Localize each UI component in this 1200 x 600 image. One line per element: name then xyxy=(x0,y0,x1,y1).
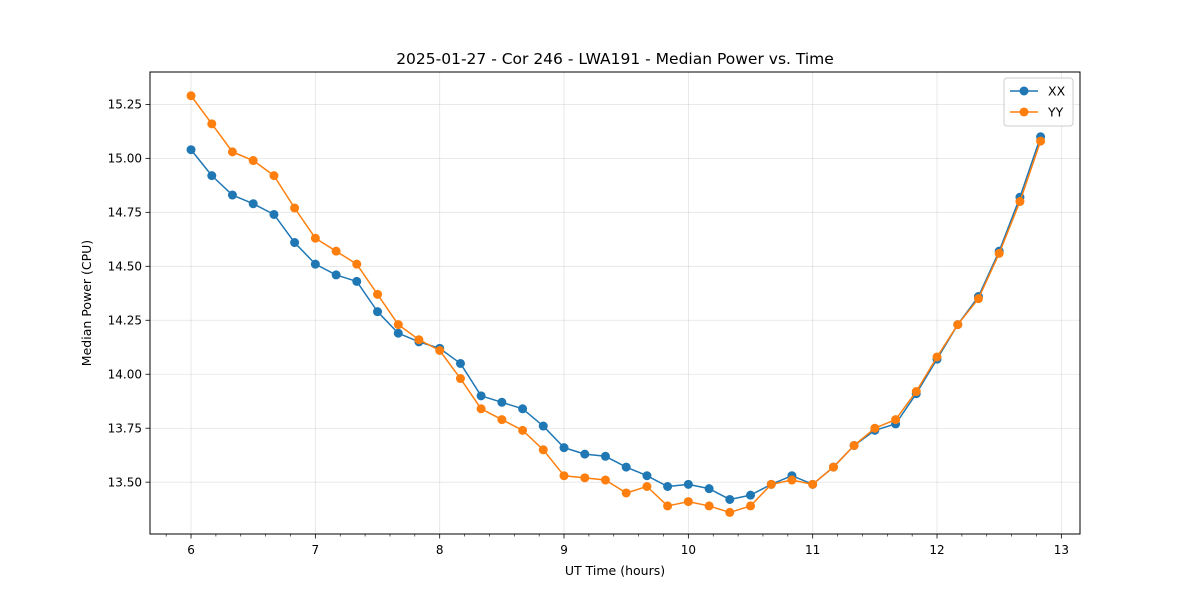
data-point-xx xyxy=(331,270,341,280)
data-point-xx xyxy=(310,259,320,269)
data-point-yy xyxy=(290,203,300,213)
data-point-yy xyxy=(455,374,465,384)
grid xyxy=(150,72,1080,534)
data-point-yy xyxy=(683,497,693,507)
x-tick-label: 10 xyxy=(681,543,696,557)
data-point-yy xyxy=(580,473,590,483)
data-point-yy xyxy=(828,462,838,472)
data-point-xx xyxy=(186,145,196,155)
data-point-yy xyxy=(994,248,1004,258)
x-tick-label: 13 xyxy=(1054,543,1069,557)
data-point-xx xyxy=(725,494,735,504)
data-point-xx xyxy=(393,328,403,338)
x-tick-label: 12 xyxy=(929,543,944,557)
data-point-yy xyxy=(227,147,237,157)
data-point-yy xyxy=(352,259,362,269)
data-point-yy xyxy=(973,294,983,304)
legend-xx-marker xyxy=(1019,86,1029,96)
y-tick-label: 15.00 xyxy=(108,152,142,166)
y-tick-label: 13.50 xyxy=(108,475,142,489)
data-point-yy xyxy=(476,404,486,414)
data-point-yy xyxy=(497,415,507,425)
data-point-yy xyxy=(559,471,569,481)
legend-xx-label: XX xyxy=(1048,84,1066,99)
y-axis-label: Median Power (CPU) xyxy=(79,240,94,366)
data-point-yy xyxy=(953,320,963,330)
data-point-xx xyxy=(621,462,631,472)
data-point-yy xyxy=(808,479,818,489)
data-point-yy xyxy=(435,345,445,355)
data-point-yy xyxy=(331,246,341,256)
data-point-yy xyxy=(766,479,776,489)
data-point-xx xyxy=(663,482,673,492)
data-point-yy xyxy=(1015,197,1025,207)
legend-yy-marker xyxy=(1019,107,1029,117)
data-point-yy xyxy=(891,415,901,425)
data-point-yy xyxy=(373,289,383,299)
plot-frame xyxy=(149,71,1081,535)
data-point-xx xyxy=(746,490,756,500)
data-point-yy xyxy=(911,387,921,397)
chart-title: 2025-01-27 - Cor 246 - LWA191 - Median P… xyxy=(396,50,834,68)
data-point-xx xyxy=(290,238,300,248)
data-point-xx xyxy=(207,171,217,181)
x-axis-label: UT Time (hours) xyxy=(565,563,665,578)
series-layer xyxy=(186,91,1046,517)
data-point-xx xyxy=(683,479,693,489)
data-point-xx xyxy=(373,307,383,317)
data-point-yy xyxy=(704,501,714,511)
data-point-yy xyxy=(186,91,196,101)
data-point-yy xyxy=(518,425,528,435)
data-point-yy xyxy=(746,501,756,511)
y-tick-label: 14.00 xyxy=(108,368,142,382)
data-point-xx xyxy=(518,404,528,414)
data-point-xx xyxy=(559,443,569,453)
data-point-yy xyxy=(663,501,673,511)
y-tick-label: 15.25 xyxy=(108,98,142,112)
data-point-yy xyxy=(1036,136,1046,146)
data-point-yy xyxy=(269,171,279,181)
x-axis: 6 7 8 9 10 11 12 13 xyxy=(165,534,1069,557)
data-point-yy xyxy=(787,475,797,485)
data-point-yy xyxy=(621,488,631,498)
y-tick-label: 14.75 xyxy=(108,206,142,220)
data-point-yy xyxy=(538,445,548,455)
y-tick-label: 14.50 xyxy=(108,260,142,274)
x-tick-label: 7 xyxy=(312,543,320,557)
data-point-xx xyxy=(248,199,258,209)
data-point-yy xyxy=(932,352,942,362)
data-point-xx xyxy=(580,449,590,459)
data-point-yy xyxy=(600,475,610,485)
data-point-xx xyxy=(455,358,465,368)
y-tick-label: 13.75 xyxy=(108,422,142,436)
data-point-xx xyxy=(642,471,652,481)
data-point-xx xyxy=(352,276,362,286)
data-point-yy xyxy=(393,320,403,330)
data-point-xx xyxy=(269,209,279,219)
data-point-xx xyxy=(538,421,548,431)
data-point-yy xyxy=(642,482,652,492)
data-point-yy xyxy=(310,233,320,243)
data-point-yy xyxy=(414,335,424,345)
data-point-yy xyxy=(207,119,217,129)
data-point-yy xyxy=(725,507,735,517)
x-tick-label: 6 xyxy=(187,543,195,557)
data-point-yy xyxy=(870,423,880,433)
data-point-yy xyxy=(248,156,258,166)
data-point-xx xyxy=(497,397,507,407)
data-point-xx xyxy=(600,451,610,461)
legend-yy-label: YY xyxy=(1047,105,1064,120)
data-point-xx xyxy=(227,190,237,200)
y-tick-label: 14.25 xyxy=(108,314,142,328)
data-point-yy xyxy=(849,440,859,450)
y-axis: 13.50 13.75 14.00 14.25 14.50 14.75 15.00 15.25 xyxy=(108,98,150,489)
data-point-xx xyxy=(476,391,486,401)
data-point-xx xyxy=(704,484,714,494)
legend: XX YY xyxy=(1003,77,1074,127)
x-tick-label: 11 xyxy=(805,543,820,557)
x-tick-label: 8 xyxy=(436,543,444,557)
x-tick-label: 9 xyxy=(560,543,568,557)
